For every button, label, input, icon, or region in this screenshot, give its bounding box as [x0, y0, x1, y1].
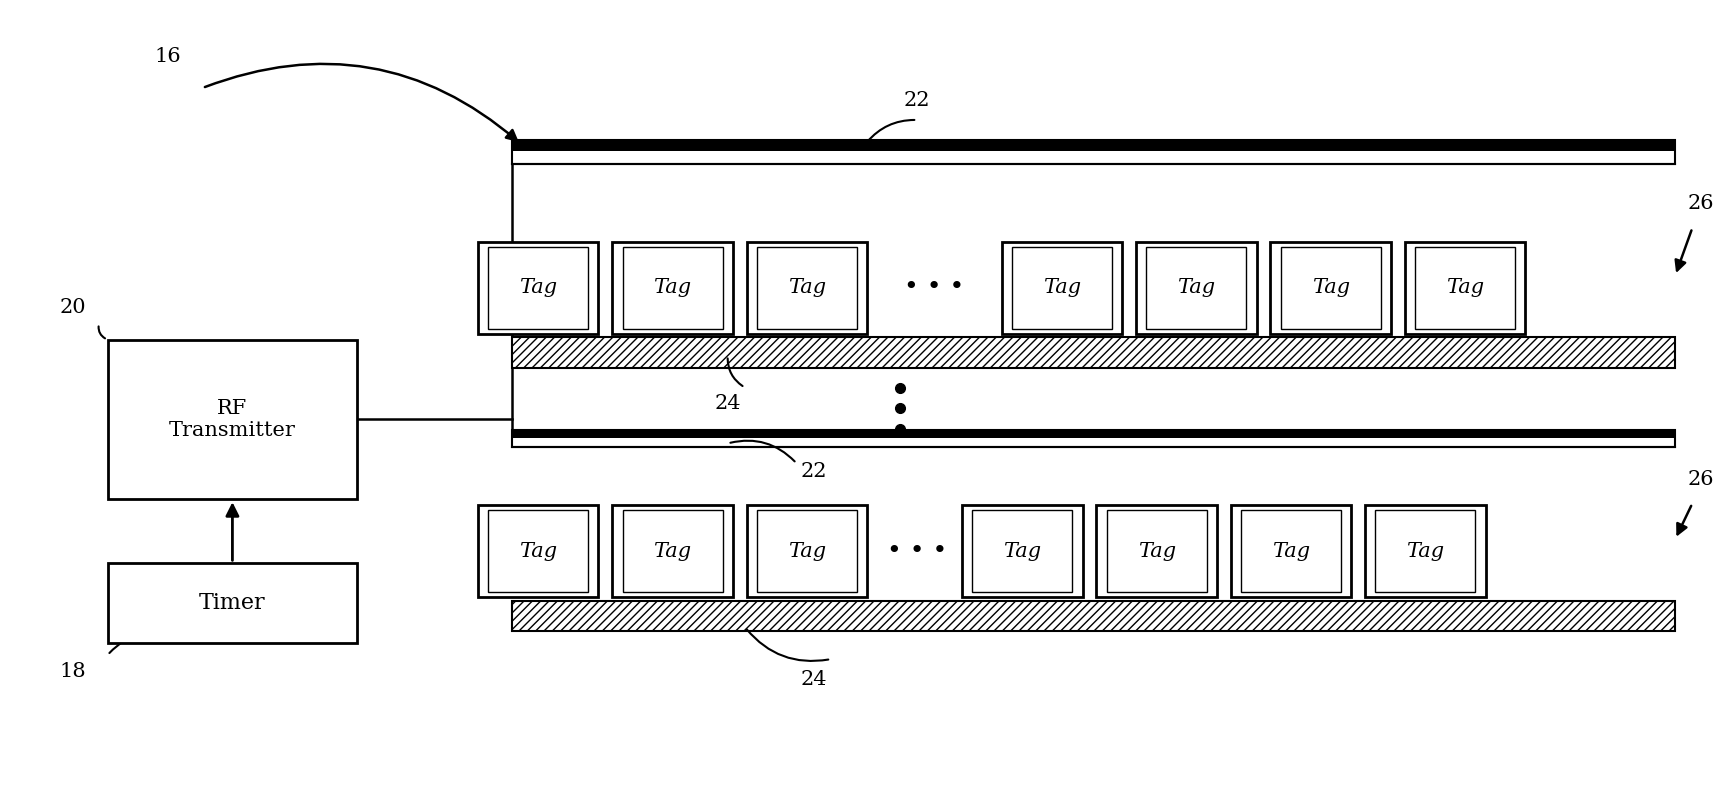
Bar [972, 510, 1071, 592]
Bar [1012, 247, 1111, 328]
Text: 24: 24 [714, 394, 740, 413]
Text: 18: 18 [61, 662, 86, 680]
Bar [512, 140, 1675, 151]
Text: Tag: Tag [1445, 278, 1483, 297]
Bar [512, 140, 1675, 164]
Text: Tag: Tag [787, 278, 825, 297]
Text: Tag: Tag [654, 541, 692, 561]
Bar [1002, 242, 1121, 333]
Text: Tag: Tag [519, 278, 557, 297]
Bar [1270, 242, 1391, 333]
Text: 20: 20 [61, 298, 86, 317]
Text: • • •: • • • [886, 540, 946, 562]
Bar [512, 430, 1675, 437]
Text: Tag: Tag [1176, 278, 1214, 297]
Text: Tag: Tag [1137, 541, 1175, 561]
Bar [612, 242, 732, 333]
Text: • • •: • • • [903, 276, 964, 299]
Bar [756, 510, 856, 592]
Bar [1095, 505, 1216, 597]
Bar [477, 505, 599, 597]
Text: 24: 24 [799, 670, 827, 688]
Bar [488, 247, 588, 328]
Bar [1365, 505, 1484, 597]
Text: 22: 22 [903, 90, 931, 110]
Bar [477, 242, 599, 333]
Bar [1413, 247, 1514, 328]
Bar [107, 340, 356, 500]
Bar [746, 505, 867, 597]
Bar [1375, 510, 1474, 592]
Bar [488, 510, 588, 592]
Bar [623, 510, 721, 592]
Bar [1280, 247, 1381, 328]
Text: 22: 22 [799, 462, 827, 481]
Text: Tag: Tag [1405, 541, 1443, 561]
Text: Tag: Tag [1003, 541, 1041, 561]
Bar [512, 600, 1675, 631]
Text: Tag: Tag [787, 541, 825, 561]
Text: Timer: Timer [199, 592, 266, 614]
Bar [962, 505, 1081, 597]
Bar [1240, 510, 1341, 592]
Bar [512, 337, 1675, 367]
Bar [1230, 505, 1351, 597]
Bar [107, 563, 356, 643]
Bar [1135, 242, 1256, 333]
Text: 26: 26 [1687, 470, 1713, 489]
Text: Tag: Tag [1311, 278, 1349, 297]
Bar [746, 242, 867, 333]
Text: RF
Transmitter: RF Transmitter [170, 399, 296, 440]
Text: Tag: Tag [654, 278, 692, 297]
Text: Tag: Tag [519, 541, 557, 561]
Bar [612, 505, 732, 597]
Text: 16: 16 [154, 47, 182, 65]
Text: Tag: Tag [1041, 278, 1080, 297]
Bar [512, 430, 1675, 447]
Bar [623, 247, 721, 328]
Text: Tag: Tag [1272, 541, 1310, 561]
Bar [756, 247, 856, 328]
Text: 26: 26 [1687, 194, 1713, 213]
Bar [1105, 510, 1206, 592]
Bar [1403, 242, 1524, 333]
Bar [1145, 247, 1246, 328]
